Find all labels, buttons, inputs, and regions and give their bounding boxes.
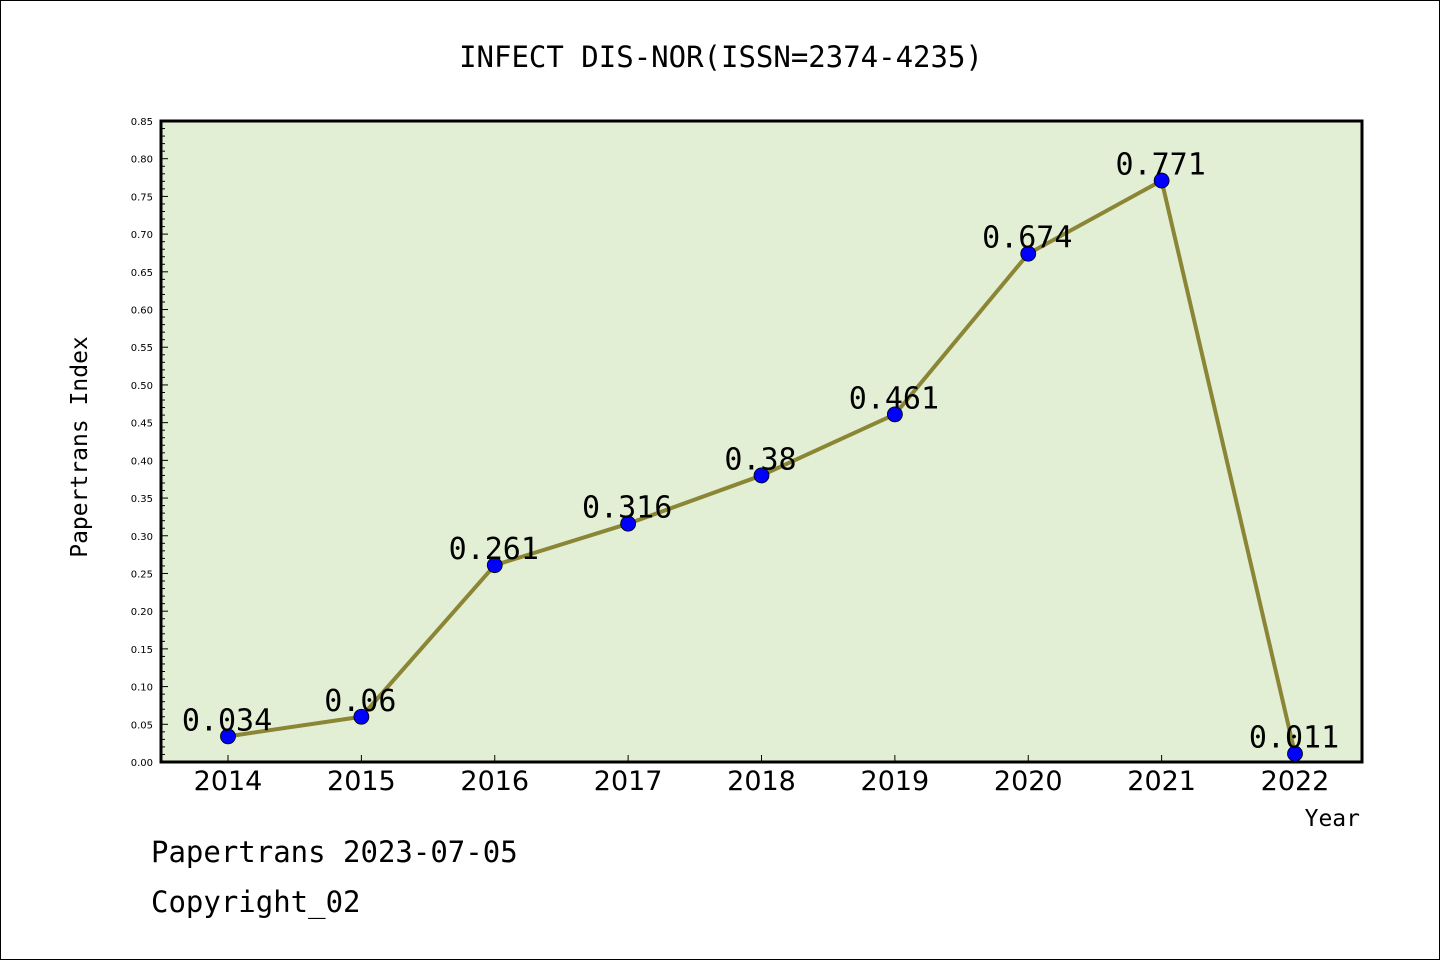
y-tick-label: 0.25 — [131, 569, 153, 580]
y-tick-label: 0.20 — [131, 607, 153, 618]
y-tick-label: 0.40 — [131, 456, 153, 467]
data-point-marker — [1020, 245, 1037, 262]
y-tick-label: 0.80 — [131, 155, 153, 166]
data-label: 0.06 — [324, 684, 396, 719]
x-tick-label: 2016 — [460, 766, 529, 797]
data-label: 0.316 — [582, 491, 672, 526]
x-axis: 2014 2015 2016 2017 2018 2019 2020 2021 2022 — [194, 755, 1330, 797]
plot-area — [159, 119, 1364, 764]
x-tick-label: 2017 — [594, 766, 663, 797]
y-tick-label: 0.55 — [131, 343, 153, 354]
data-label: 0.261 — [449, 532, 539, 567]
y-tick-label: 0.00 — [131, 758, 153, 769]
y-tick-label: 0.50 — [131, 381, 153, 392]
y-tick-label: 0.45 — [131, 419, 153, 430]
data-point-marker — [753, 467, 770, 484]
data-label: 0.771 — [1115, 148, 1205, 183]
data-point-marker — [486, 557, 503, 574]
y-tick-label: 0.60 — [131, 306, 153, 317]
x-tick-label: 2014 — [194, 766, 263, 797]
y-tick-label: 0.65 — [131, 268, 153, 279]
y-tick-label: 0.75 — [131, 192, 153, 203]
footer-copyright-text: Copyright_02 — [151, 885, 361, 919]
x-tick-label: 2019 — [861, 766, 930, 797]
y-tick-label: 0.35 — [131, 494, 153, 505]
x-tick-label: 2022 — [1261, 766, 1330, 797]
data-point-marker — [1153, 172, 1170, 189]
x-axis-title: Year — [1305, 806, 1360, 832]
x-tick-label: 2015 — [327, 766, 396, 797]
data-label: 0.674 — [982, 221, 1072, 256]
data-point-marker — [886, 406, 903, 423]
data-point-marker — [1287, 745, 1303, 762]
data-label: 0.461 — [849, 381, 939, 416]
x-tick-label: 2021 — [1127, 766, 1196, 797]
data-label: 0.034 — [182, 703, 272, 738]
y-tick-label: 0.30 — [131, 532, 153, 543]
data-labels-group: 0.034 0.06 0.261 0.316 0.38 0.461 0.674 0.771 0.… — [182, 148, 1339, 756]
data-point-marker — [620, 515, 637, 532]
x-tick-label: 2018 — [727, 766, 796, 797]
y-tick-label: 0.10 — [131, 683, 153, 694]
y-axis-title: Papertrans Index — [67, 336, 93, 558]
y-tick-label: 0.15 — [131, 645, 153, 656]
y-tick-label: 0.85 — [131, 117, 153, 128]
data-point-marker — [353, 708, 370, 725]
x-tick-label: 2020 — [994, 766, 1063, 797]
y-tick-label: 0.05 — [131, 720, 153, 731]
data-point-marker — [220, 728, 236, 745]
chart-title: INFECT DIS-NOR(ISSN=2374-4235) — [459, 40, 983, 74]
footer-date-text: Papertrans 2023-07-05 — [151, 835, 518, 869]
y-tick-label: 0.70 — [131, 230, 153, 241]
data-points-group — [220, 172, 1303, 762]
data-label: 0.011 — [1249, 721, 1339, 756]
data-label: 0.38 — [724, 442, 796, 477]
y-axis: 0.00 0.05 0.10 0.15 0.20 0.25 0.30 0.35 0.40 0.45… — [131, 117, 168, 769]
